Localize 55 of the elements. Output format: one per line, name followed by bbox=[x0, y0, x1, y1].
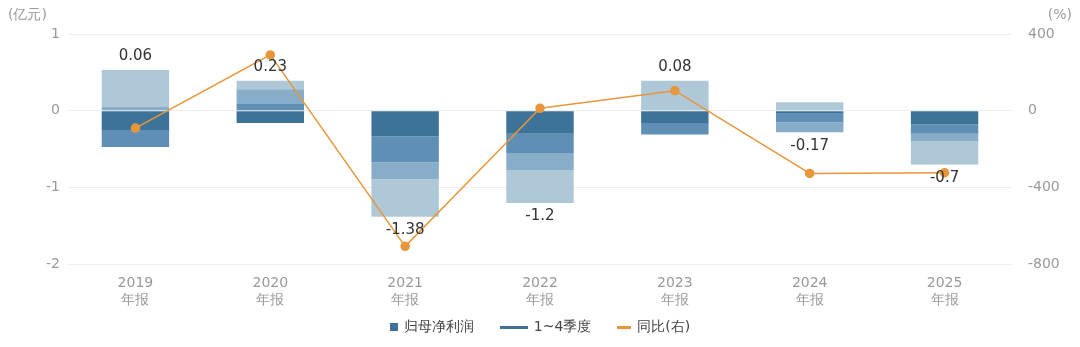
bar bbox=[101, 111, 170, 130]
bar bbox=[236, 89, 304, 104]
point bbox=[535, 103, 545, 114]
bar bbox=[236, 80, 304, 90]
y2-tick-label: -800 bbox=[1028, 255, 1060, 272]
bar bbox=[506, 111, 574, 134]
bar bbox=[236, 103, 304, 111]
total-label: -0.17 bbox=[790, 135, 830, 154]
bar bbox=[506, 153, 574, 170]
y-axis-title: (亿元) bbox=[8, 5, 47, 22]
y2-tick-label: -400 bbox=[1028, 178, 1060, 195]
bar bbox=[641, 111, 709, 124]
y-tick-label: 1 bbox=[51, 24, 60, 41]
bar bbox=[641, 80, 709, 111]
bar bbox=[910, 133, 979, 142]
x-tick-label: 2025 年报 bbox=[926, 274, 963, 308]
point bbox=[804, 168, 815, 179]
point bbox=[400, 241, 410, 252]
point bbox=[130, 123, 141, 133]
bar bbox=[506, 169, 574, 203]
bar bbox=[371, 136, 439, 163]
bar bbox=[236, 111, 304, 124]
total-label: 0.08 bbox=[658, 57, 692, 76]
bar bbox=[910, 141, 979, 165]
x-tick-label: 2022 年报 bbox=[522, 274, 558, 308]
y-tick-label: -2 bbox=[46, 255, 60, 272]
x-tick-label: 2024 年报 bbox=[791, 274, 828, 308]
bar bbox=[910, 124, 979, 134]
x-tick-label: 2020 年报 bbox=[252, 274, 289, 308]
bar bbox=[506, 133, 574, 154]
y-tick-label: -1 bbox=[46, 178, 60, 195]
bar bbox=[371, 111, 439, 137]
x-tick-label: 2021 年报 bbox=[387, 274, 423, 308]
bar bbox=[641, 123, 709, 135]
y2-axis-title: (%) bbox=[1047, 5, 1072, 22]
point bbox=[670, 85, 680, 96]
bar bbox=[101, 130, 170, 147]
bar bbox=[371, 179, 439, 217]
bar bbox=[776, 113, 844, 123]
x-tick-label: 2023 年报 bbox=[657, 274, 693, 308]
bar bbox=[776, 102, 844, 111]
x-tick-label: 2019 年报 bbox=[117, 274, 154, 308]
text: 归母净利润 bbox=[403, 318, 474, 336]
bar bbox=[101, 70, 170, 107]
y2-tick-label: 0 bbox=[1028, 101, 1037, 118]
y2-tick-label: 400 bbox=[1028, 24, 1055, 41]
total-label: -1.2 bbox=[525, 206, 555, 225]
total-label: -0.7 bbox=[929, 167, 960, 186]
bar bbox=[910, 111, 979, 125]
legend-label: 同比(右) bbox=[637, 318, 691, 336]
bar bbox=[776, 122, 844, 133]
bar bbox=[371, 162, 439, 180]
total-label: 0.06 bbox=[118, 46, 153, 65]
text: 1~4季度 bbox=[533, 318, 592, 336]
y-tick-label: 0 bbox=[51, 101, 60, 118]
